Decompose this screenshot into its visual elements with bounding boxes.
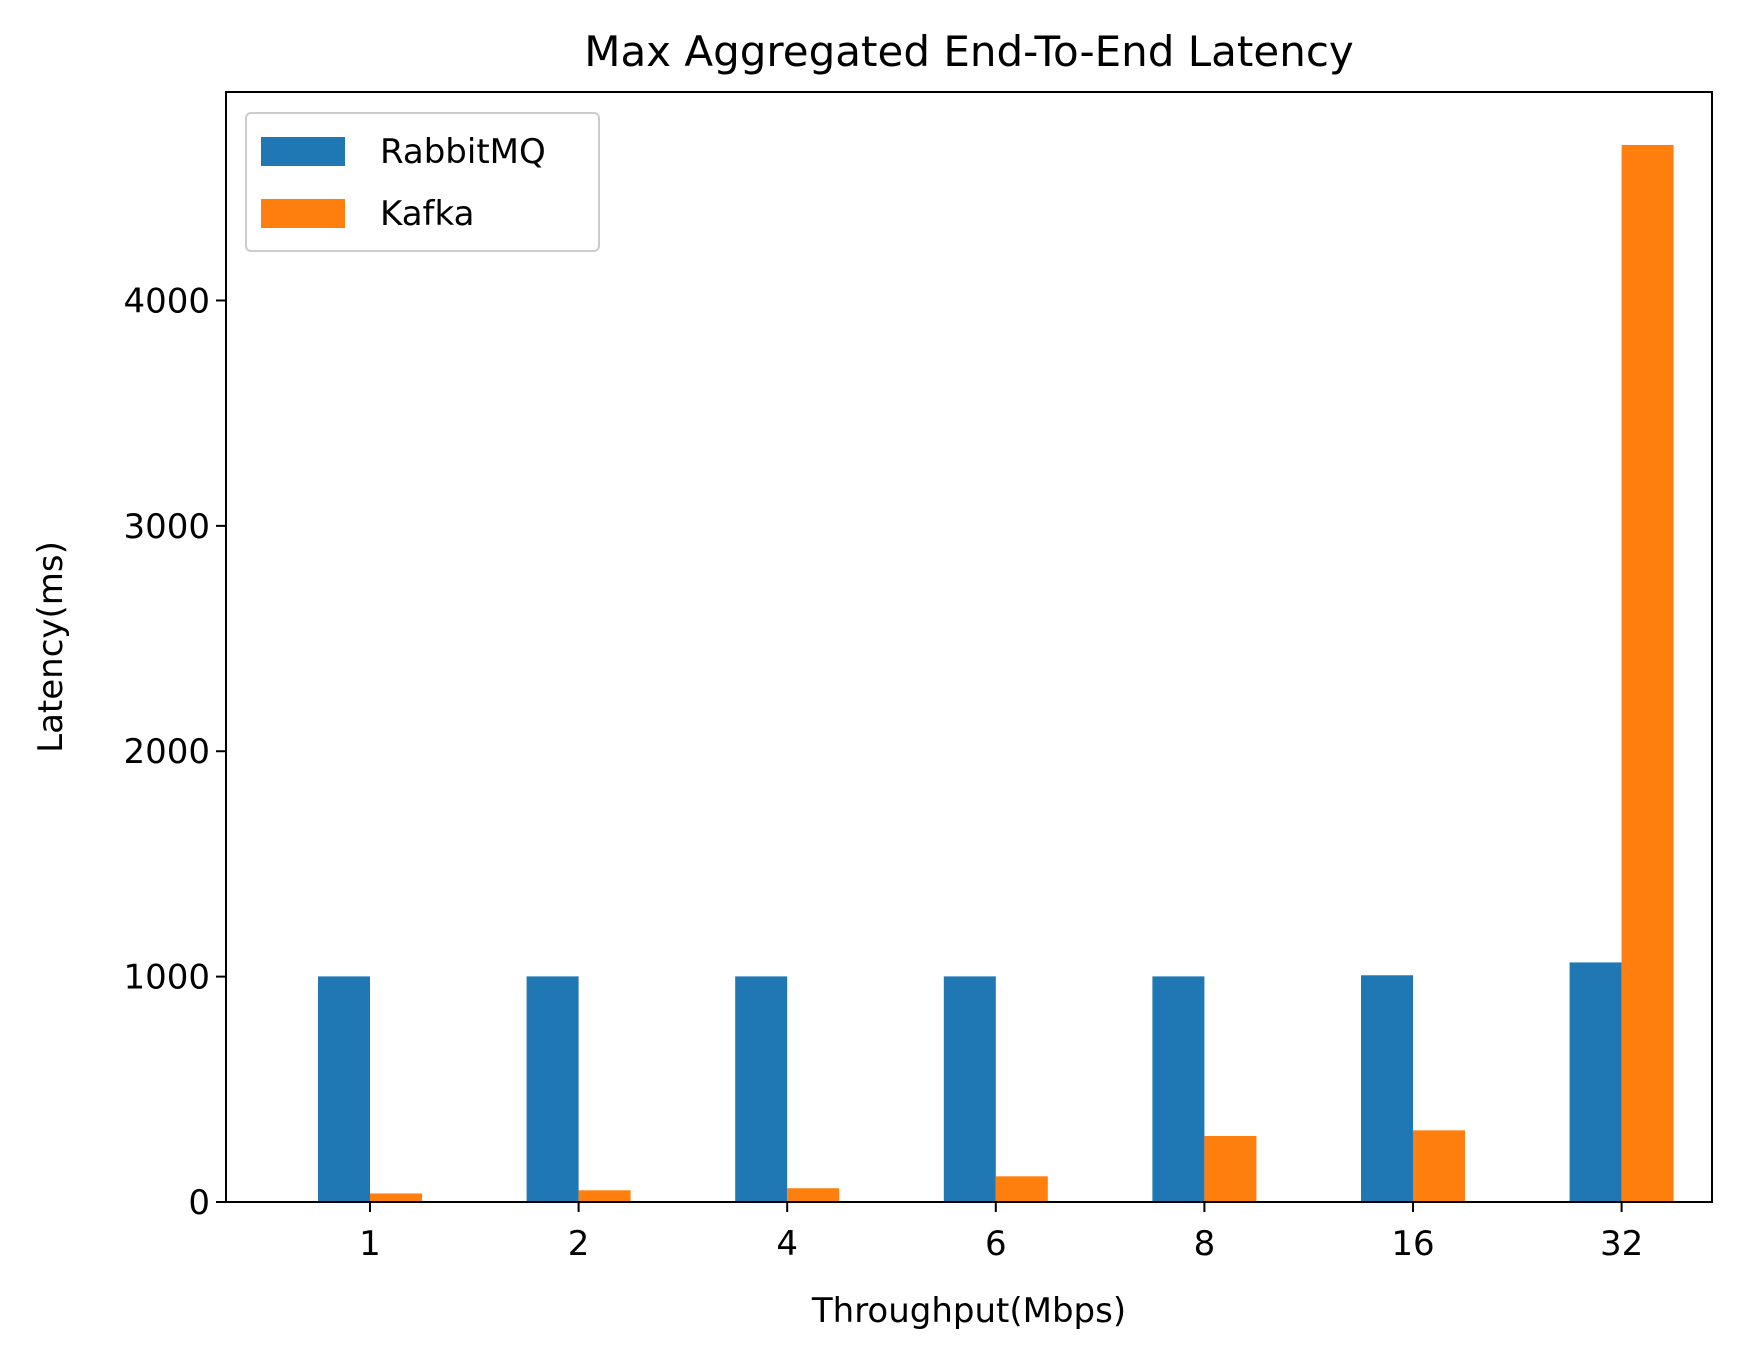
bar-rabbitmq-8	[1152, 976, 1205, 1202]
y-tick-label: 0	[188, 1183, 210, 1223]
plot-area-frame	[225, 91, 1713, 1203]
x-tick-label: 4	[776, 1224, 798, 1264]
bar-rabbitmq-32	[1569, 962, 1622, 1202]
y-tick-label: 4000	[123, 281, 210, 321]
legend-swatch-rabbitmq	[261, 137, 345, 166]
bar-rabbitmq-16	[1361, 975, 1413, 1202]
bar-kafka-16	[1413, 1130, 1465, 1202]
x-tick-label: 2	[568, 1224, 590, 1264]
bar-rabbitmq-2	[526, 976, 579, 1202]
y-axis: 0 1000 2000 3000 4000	[123, 281, 226, 1223]
x-axis: 1 2 4 6 8 16 32	[359, 1202, 1643, 1264]
bar-kafka-1	[370, 1193, 422, 1202]
bar-rabbitmq-6	[943, 976, 996, 1202]
bar-kafka-8	[1204, 1135, 1257, 1202]
bar-kafka-6	[995, 1176, 1048, 1202]
chart-title: Max Aggregated End-To-End Latency	[584, 27, 1354, 76]
y-tick-label: 2000	[123, 732, 210, 772]
bars-layer	[318, 144, 1674, 1202]
y-tick-label: 1000	[123, 958, 210, 998]
x-axis-label: Throughput(Mbps)	[811, 1291, 1126, 1331]
bar-kafka-2	[578, 1190, 631, 1202]
x-tick-label: 6	[985, 1224, 1007, 1264]
legend-label-kafka: Kafka	[380, 194, 474, 234]
x-tick-label: 32	[1600, 1224, 1643, 1264]
x-tick-label: 8	[1194, 1224, 1216, 1264]
y-axis-label: Latency(ms)	[31, 541, 71, 753]
y-tick-label: 3000	[123, 507, 210, 547]
legend-swatch-kafka	[261, 199, 345, 228]
x-tick-label: 1	[359, 1224, 381, 1264]
bar-kafka-32	[1621, 144, 1674, 1202]
bar-rabbitmq-4	[735, 976, 788, 1202]
bar-kafka-4	[787, 1188, 840, 1202]
legend-label-rabbitmq: RabbitMQ	[380, 132, 546, 172]
x-tick-label: 16	[1391, 1224, 1434, 1264]
legend: RabbitMQ Kafka	[245, 112, 600, 252]
bar-rabbitmq-1	[318, 976, 370, 1202]
